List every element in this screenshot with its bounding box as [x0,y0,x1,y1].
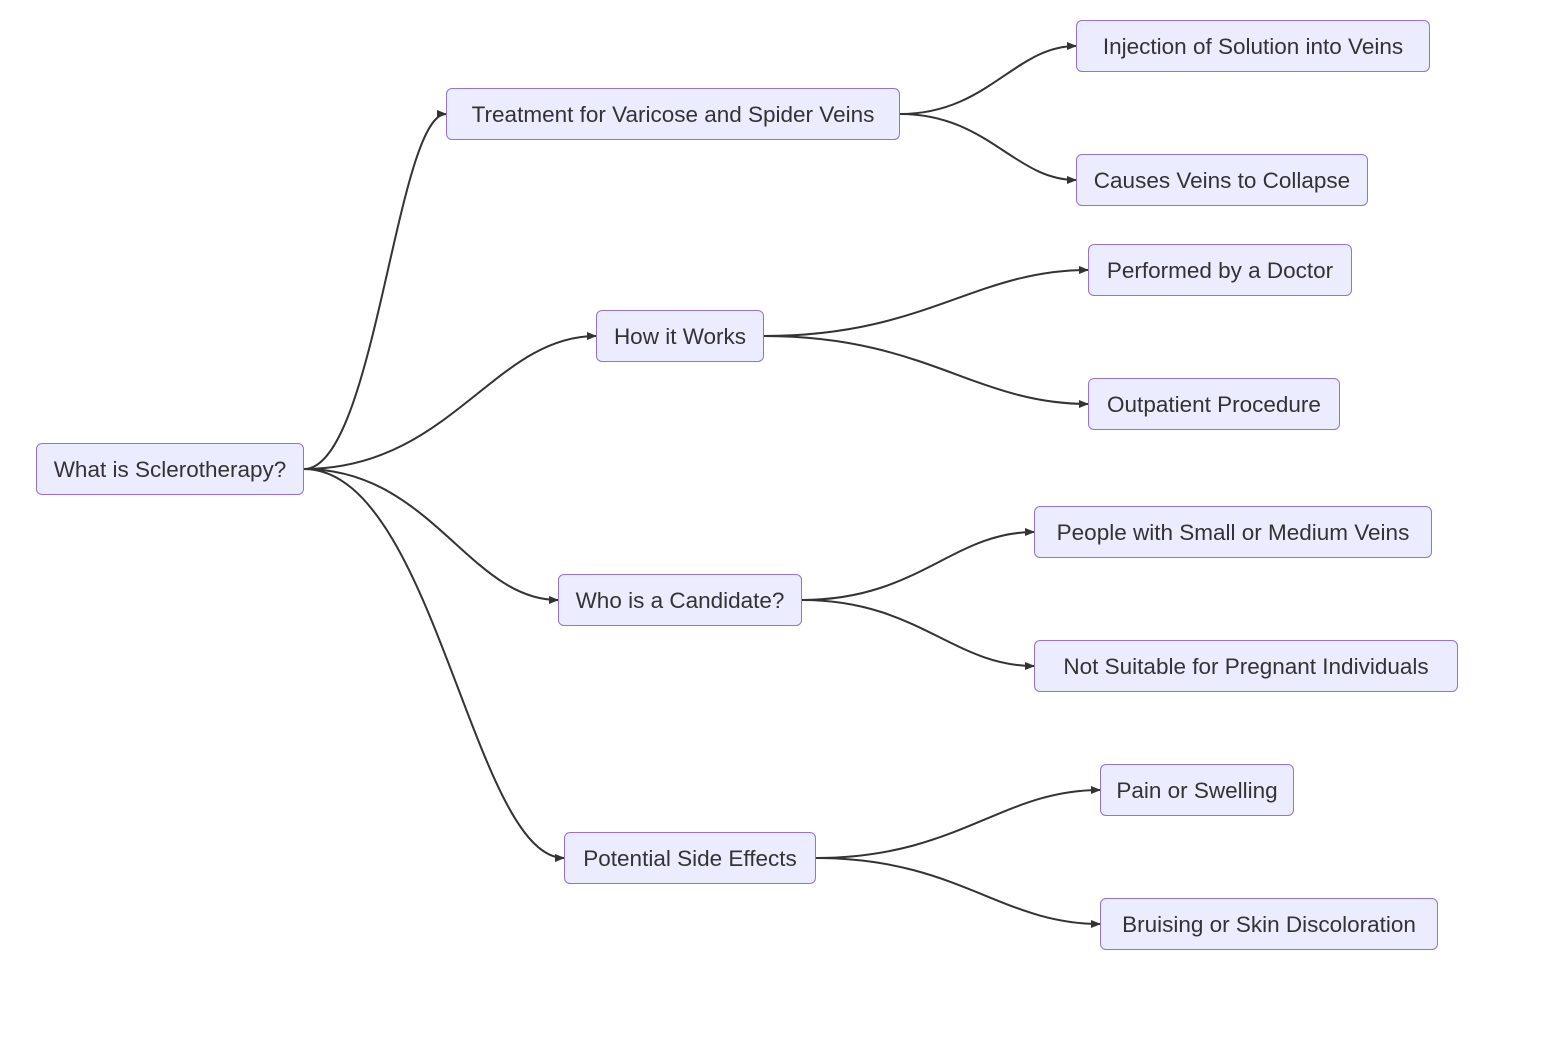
node-l4b: Bruising or Skin Discoloration [1100,898,1438,950]
node-l3a: People with Small or Medium Veins [1034,506,1432,558]
edge-root-to-b4 [304,469,564,858]
node-root: What is Sclerotherapy? [36,443,304,495]
node-l1b: Causes Veins to Collapse [1076,154,1368,206]
node-b1: Treatment for Varicose and Spider Veins [446,88,900,140]
edge-b4-to-l4a [816,790,1100,858]
node-l1a: Injection of Solution into Veins [1076,20,1430,72]
node-b4: Potential Side Effects [564,832,816,884]
edge-root-to-b3 [304,469,558,600]
edge-b3-to-l3b [802,600,1034,666]
node-l3b: Not Suitable for Pregnant Individuals [1034,640,1458,692]
node-b2: How it Works [596,310,764,362]
edge-b2-to-l2a [764,270,1088,336]
node-l2a: Performed by a Doctor [1088,244,1352,296]
edge-b2-to-l2b [764,336,1088,404]
node-l2b: Outpatient Procedure [1088,378,1340,430]
edge-b4-to-l4b [816,858,1100,924]
edge-b3-to-l3a [802,532,1034,600]
edge-root-to-b1 [304,114,446,469]
node-l4a: Pain or Swelling [1100,764,1294,816]
node-b3: Who is a Candidate? [558,574,802,626]
edge-b1-to-l1b [900,114,1076,180]
edge-root-to-b2 [304,336,596,469]
diagram-container: What is Sclerotherapy? Treatment for Vari… [0,0,1568,1044]
edge-b1-to-l1a [900,46,1076,114]
